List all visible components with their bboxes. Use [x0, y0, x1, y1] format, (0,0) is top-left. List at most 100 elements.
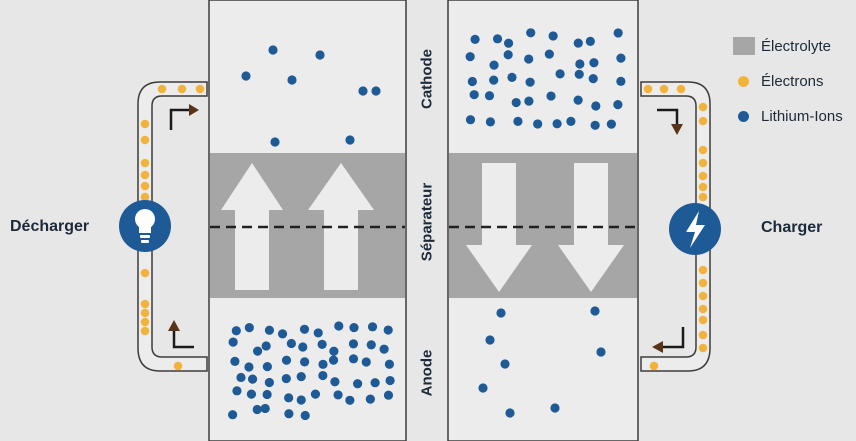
- lithium-ion: [253, 346, 263, 356]
- lithium-ion: [503, 50, 513, 60]
- lithium-ion: [385, 375, 395, 386]
- lithium-ion: [348, 339, 359, 349]
- legend-label-electrons: Électrons: [761, 72, 824, 90]
- electron: [659, 84, 669, 94]
- electron: [698, 265, 708, 275]
- lithium-ion: [371, 86, 381, 96]
- lithium-ion: [241, 71, 251, 81]
- lithium-ion: [286, 338, 296, 349]
- lithium-ion: [261, 341, 271, 351]
- lithium-ion: [317, 339, 327, 349]
- lithium-ion: [287, 75, 297, 85]
- lithium-ion: [334, 321, 344, 331]
- lithium-ion: [525, 77, 535, 87]
- electron: [157, 84, 167, 94]
- lithium-ion: [231, 326, 241, 336]
- lithium-ion: [546, 91, 556, 101]
- lithium-ion: [478, 383, 488, 393]
- electron: [195, 84, 205, 94]
- left-circuit: [119, 81, 208, 372]
- lithium-ion: [361, 357, 371, 367]
- lithium-ion: [264, 377, 274, 388]
- electron: [698, 343, 708, 353]
- lithium-ion: [585, 36, 595, 46]
- lithium-ion: [500, 359, 510, 369]
- legend-item-lithium-ions: Lithium-Ions: [733, 106, 843, 126]
- lithium-ion-dot-icon: [738, 110, 749, 122]
- lithium-ion: [550, 403, 560, 413]
- lithium-ion: [370, 378, 380, 388]
- lithium-ion: [465, 115, 476, 125]
- lithium-ion: [299, 324, 310, 334]
- right-down-arrow-2: [558, 163, 624, 292]
- lithium-ion: [228, 337, 238, 347]
- lithium-ion: [384, 359, 395, 369]
- left-anode-ions: [228, 321, 395, 421]
- lithium-ion: [246, 389, 257, 399]
- lithium-ion: [573, 38, 583, 48]
- lithium-ion: [298, 342, 308, 352]
- left-flow-arrow-top: [189, 104, 199, 116]
- lithium-ion: [315, 50, 325, 60]
- lithium-ion: [358, 86, 368, 96]
- lithium-ion: [465, 52, 475, 62]
- lithium-ion: [318, 370, 328, 381]
- lithium-ion: [470, 34, 480, 44]
- lithium-ion: [330, 377, 340, 387]
- lithium-ion: [329, 346, 339, 356]
- lithium-ion: [366, 340, 376, 350]
- lithium-ion: [469, 90, 479, 100]
- lithium-ion: [264, 325, 275, 335]
- lithium-ion: [281, 373, 291, 384]
- electron-dot-icon: [738, 75, 749, 87]
- lithium-ion: [328, 355, 339, 365]
- cathode-label: Cathode: [418, 49, 436, 109]
- lithium-ion: [591, 101, 601, 111]
- lithium-ion: [489, 75, 499, 85]
- lithium-ion: [507, 72, 517, 82]
- electron: [698, 116, 708, 126]
- lithium-ion: [566, 116, 576, 126]
- lithium-ion: [365, 394, 375, 404]
- right-flow-arrow-bottom: [652, 341, 663, 353]
- separator-label: Séparateur: [418, 182, 436, 262]
- right-anode-ions: [478, 306, 606, 418]
- lithium-ion: [313, 328, 323, 338]
- lithium-ion: [496, 308, 506, 318]
- lithium-ion: [244, 323, 254, 333]
- electron: [698, 182, 708, 192]
- light-bulb-glyph: [135, 209, 155, 243]
- electron: [676, 84, 686, 94]
- lithium-ion: [383, 325, 393, 335]
- electrolyte-swatch: [733, 37, 755, 55]
- lithium-ion: [247, 374, 258, 384]
- left-flow-path-top: [169, 108, 192, 130]
- lithium-ion: [589, 58, 599, 68]
- lithium-ion: [296, 395, 306, 405]
- left-electrons: [140, 84, 205, 371]
- lithium-ion: [606, 119, 616, 129]
- legend-item-electrolyte: Électrolyte: [733, 36, 831, 56]
- lithium-ion: [349, 322, 359, 333]
- lithium-ion: [613, 28, 623, 38]
- lithium-ion: [616, 53, 626, 63]
- electron: [173, 361, 183, 371]
- electron: [140, 181, 150, 191]
- lithium-ion: [596, 347, 606, 357]
- lithium-ion: [485, 117, 496, 127]
- lithium-ion: [524, 54, 534, 64]
- lithium-ion: [333, 390, 343, 400]
- lithium-ion: [485, 335, 495, 345]
- lithium-ion: [262, 389, 272, 400]
- lithium-ion: [526, 28, 536, 38]
- lithium-ion: [489, 60, 499, 70]
- legend-label-lithium-ions: Lithium-Ions: [761, 107, 843, 125]
- lithium-ion: [296, 371, 306, 382]
- lithium-ion: [383, 390, 394, 400]
- lithium-ion: [590, 120, 600, 130]
- electron: [140, 192, 150, 202]
- right-flow-arrow-top: [671, 124, 683, 135]
- lithium-ion: [513, 116, 523, 126]
- electron: [698, 102, 708, 112]
- lithium-ion: [574, 69, 584, 79]
